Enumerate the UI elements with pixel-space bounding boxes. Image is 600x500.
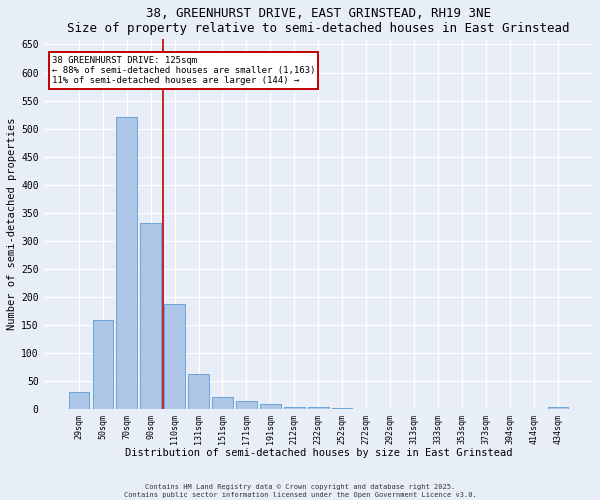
Bar bbox=[68, 392, 89, 409]
Bar bbox=[284, 407, 305, 409]
Bar bbox=[116, 118, 137, 409]
Text: Contains HM Land Registry data © Crown copyright and database right 2025.
Contai: Contains HM Land Registry data © Crown c… bbox=[124, 484, 476, 498]
Bar bbox=[140, 224, 161, 409]
X-axis label: Distribution of semi-detached houses by size in East Grinstead: Distribution of semi-detached houses by … bbox=[125, 448, 512, 458]
Y-axis label: Number of semi-detached properties: Number of semi-detached properties bbox=[7, 118, 17, 330]
Title: 38, GREENHURST DRIVE, EAST GRINSTEAD, RH19 3NE
Size of property relative to semi: 38, GREENHURST DRIVE, EAST GRINSTEAD, RH… bbox=[67, 7, 569, 35]
Bar bbox=[548, 408, 568, 409]
Text: 38 GREENHURST DRIVE: 125sqm
← 88% of semi-detached houses are smaller (1,163)
11: 38 GREENHURST DRIVE: 125sqm ← 88% of sem… bbox=[52, 56, 315, 86]
Bar bbox=[308, 407, 329, 409]
Bar bbox=[164, 304, 185, 409]
Bar bbox=[260, 404, 281, 409]
Bar bbox=[92, 320, 113, 409]
Bar bbox=[188, 374, 209, 409]
Bar bbox=[212, 396, 233, 409]
Bar bbox=[236, 401, 257, 409]
Bar bbox=[332, 408, 352, 409]
